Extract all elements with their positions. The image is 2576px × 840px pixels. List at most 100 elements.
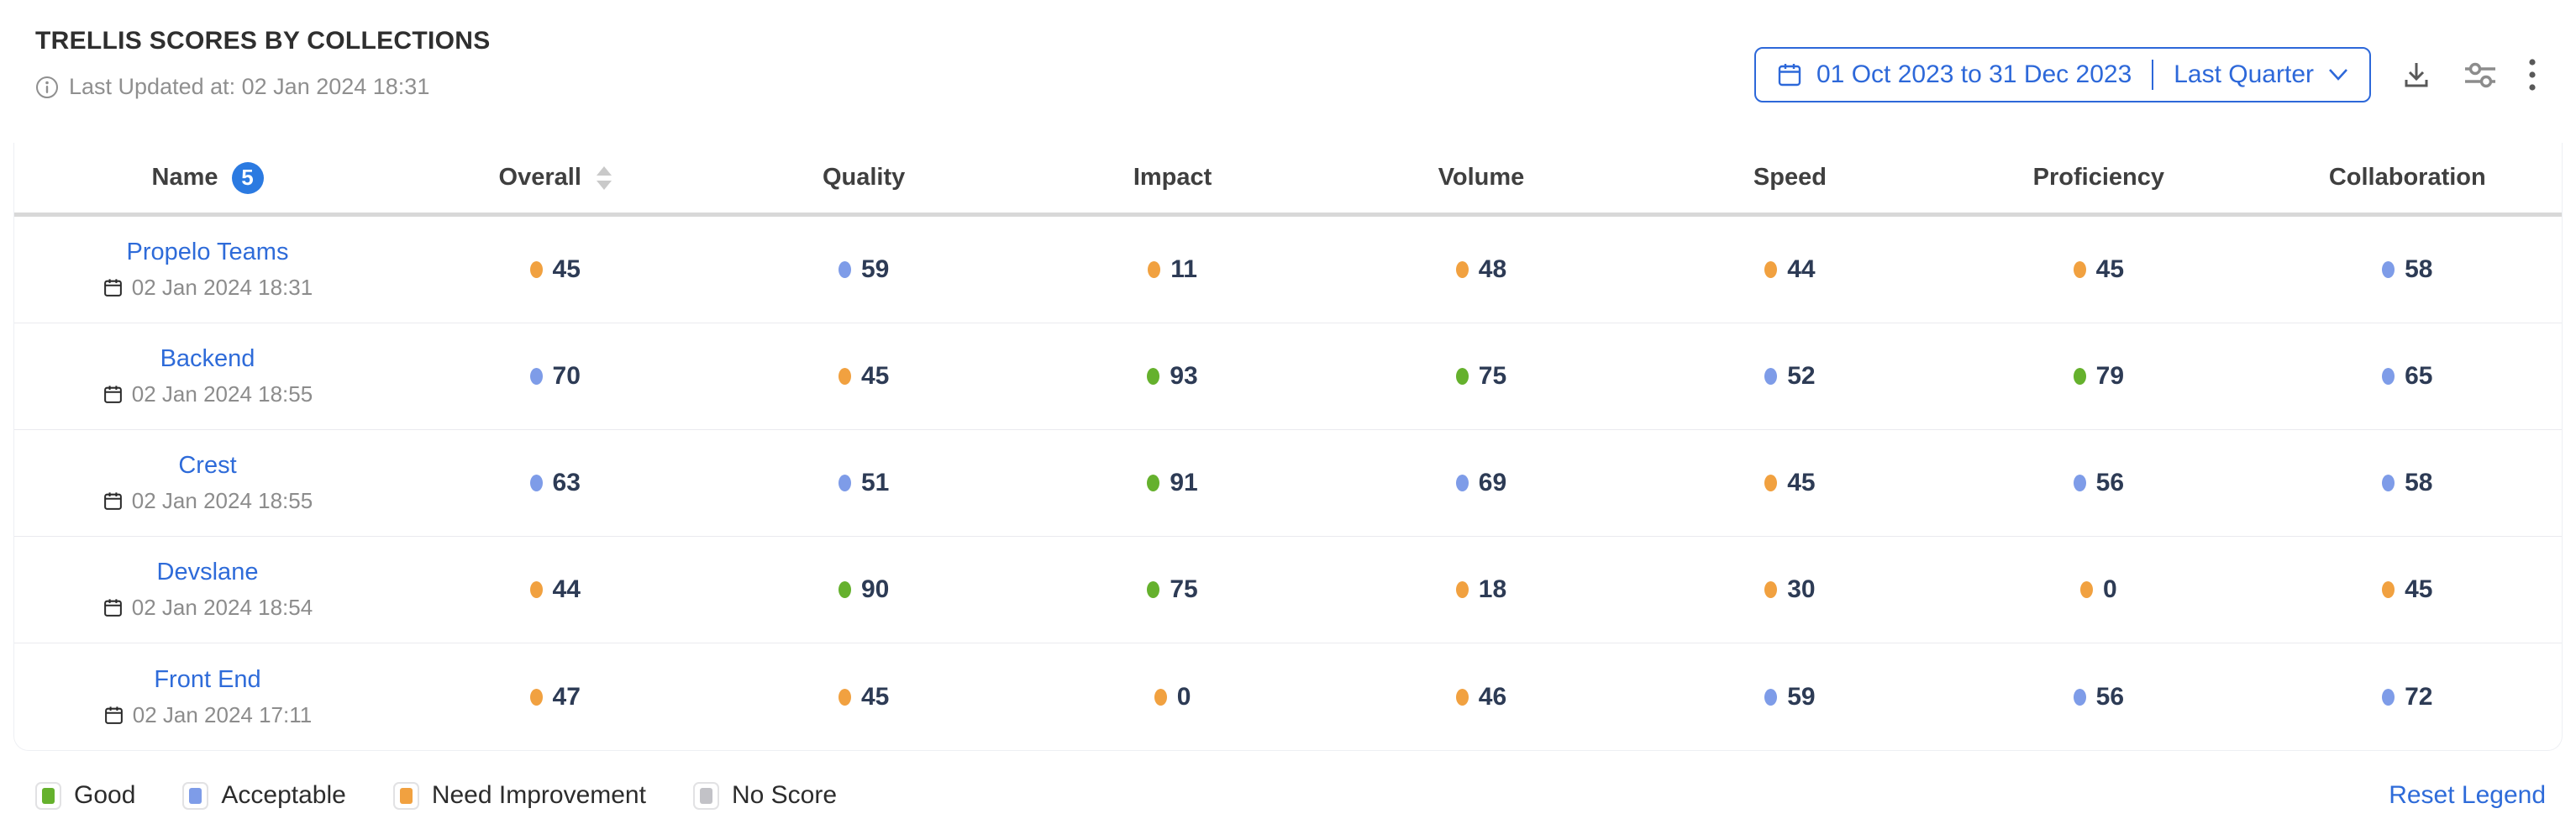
- score-dot: [2080, 581, 2093, 598]
- score-cell: 44: [1636, 217, 1944, 323]
- table-row: Devslane 02 Jan 2024 18:54 44 90 75 18 3…: [14, 537, 2562, 643]
- score-cell: 30: [1636, 537, 1944, 643]
- score-dot: [1148, 261, 1161, 278]
- score-cell: 45: [709, 643, 1017, 750]
- table-header-row: Name 5 Overall Quality Impact Volume Spe…: [14, 143, 2562, 217]
- score-cell: 0: [1018, 643, 1327, 750]
- score-dot: [2382, 368, 2395, 385]
- legend-item-good[interactable]: Good: [35, 781, 135, 810]
- score-cell: 91: [1018, 430, 1327, 536]
- score-cell: 48: [1327, 217, 1635, 323]
- legend-swatch: [392, 781, 419, 810]
- collection-link[interactable]: Propelo Teams: [126, 239, 289, 265]
- score-dot: [529, 581, 543, 598]
- legend-label: No Score: [731, 781, 838, 809]
- score-cell: 75: [1018, 537, 1327, 643]
- score-dot: [1764, 475, 1778, 491]
- score-dot: [1154, 688, 1167, 706]
- legend-item-no-score[interactable]: No Score: [692, 781, 838, 810]
- score-cell: 52: [1636, 323, 1944, 429]
- score-dot: [838, 475, 851, 491]
- legend-item-need-improvement[interactable]: Need Improvement: [392, 781, 646, 810]
- score-legend: Good Acceptable Need Improvement No Scor…: [35, 781, 2546, 810]
- score-dot: [2382, 688, 2395, 706]
- date-range-text: 01 Oct 2023 to 31 Dec 2023: [1816, 60, 2132, 88]
- score-cell: 70: [401, 323, 709, 429]
- score-cell: 45: [1636, 430, 1944, 536]
- score-dot: [2073, 261, 2086, 278]
- score-cell: 65: [2253, 323, 2562, 429]
- score-dot: [1764, 581, 1778, 598]
- score-cell: 45: [2253, 537, 2562, 643]
- date-divider: [2152, 60, 2154, 90]
- column-header-name: Name 5: [14, 161, 401, 194]
- table-row: Backend 02 Jan 2024 18:55 70 45 93 75 52…: [14, 323, 2562, 430]
- score-dot: [1147, 475, 1160, 491]
- legend-item-acceptable[interactable]: Acceptable: [182, 781, 346, 810]
- score-dot: [2073, 475, 2086, 491]
- legend-swatch: [35, 781, 61, 810]
- table-row: Propelo Teams 02 Jan 2024 18:31 45 59 11…: [14, 217, 2562, 323]
- legend-swatch: [182, 781, 209, 810]
- score-cell: 45: [401, 217, 709, 323]
- score-cell: 93: [1018, 323, 1327, 429]
- collection-link[interactable]: Devslane: [156, 559, 259, 585]
- score-cell: 63: [401, 430, 709, 536]
- score-dot: [529, 368, 543, 385]
- score-dot: [1455, 688, 1469, 706]
- score-cell: 11: [1018, 217, 1327, 323]
- date-range-picker[interactable]: 01 Oct 2023 to 31 Dec 2023 Last Quarter: [1753, 47, 2371, 102]
- widget-toolbar: 01 Oct 2023 to 31 Dec 2023 Last Quarter: [1753, 47, 2537, 102]
- score-cell: 56: [1944, 643, 2253, 750]
- reset-legend-link[interactable]: Reset Legend: [2389, 781, 2546, 809]
- score-cell: 69: [1327, 430, 1635, 536]
- score-dot: [2073, 368, 2086, 385]
- column-header-overall[interactable]: Overall: [401, 164, 709, 192]
- score-dot: [529, 688, 543, 706]
- score-dot: [838, 581, 851, 598]
- score-dot: [838, 261, 851, 278]
- collection-link[interactable]: Backend: [160, 345, 255, 372]
- score-dot: [1455, 261, 1469, 278]
- kebab-menu-icon[interactable]: [2527, 57, 2537, 92]
- column-header-volume: Volume: [1438, 164, 1525, 191]
- collection-link[interactable]: Front End: [154, 665, 261, 693]
- date-preset-text: Last Quarter: [2174, 60, 2314, 88]
- scores-table: Name 5 Overall Quality Impact Volume Spe…: [13, 143, 2563, 751]
- score-dot: [838, 688, 851, 706]
- legend-label: Good: [74, 781, 136, 809]
- score-cell: 45: [1944, 217, 2253, 323]
- filter-settings-icon[interactable]: [2462, 58, 2499, 92]
- row-updated: 02 Jan 2024 18:54: [103, 595, 313, 621]
- legend-swatch: [692, 781, 719, 810]
- score-cell: 47: [401, 643, 709, 750]
- column-header-impact: Impact: [1133, 164, 1212, 191]
- score-dot: [1455, 368, 1469, 385]
- page-title: TRELLIS SCORES BY COLLECTIONS: [35, 27, 491, 55]
- download-icon[interactable]: [2400, 58, 2433, 92]
- score-dot: [1764, 368, 1778, 385]
- collection-link[interactable]: Crest: [178, 452, 237, 479]
- score-cell: 51: [709, 430, 1017, 536]
- score-cell: 59: [1636, 643, 1944, 750]
- score-cell: 90: [709, 537, 1017, 643]
- score-cell: 58: [2253, 217, 2562, 323]
- column-header-proficiency: Proficiency: [2032, 164, 2165, 191]
- score-dot: [1764, 688, 1778, 706]
- row-updated: 02 Jan 2024 18:55: [103, 488, 313, 514]
- name-header-label: Name: [151, 164, 218, 191]
- sort-icon[interactable]: [596, 165, 612, 190]
- calendar-icon: [1776, 61, 1803, 88]
- column-header-speed: Speed: [1753, 164, 1827, 191]
- last-updated-text: Last Updated at: 02 Jan 2024 18:31: [69, 74, 430, 99]
- table-row: Crest 02 Jan 2024 18:55 63 51 91 69 45 5…: [14, 430, 2562, 537]
- table-row: Front End 02 Jan 2024 17:11 47 45 0 46 5…: [14, 643, 2562, 750]
- score-cell: 75: [1327, 323, 1635, 429]
- score-dot: [1455, 475, 1469, 491]
- score-cell: 58: [2253, 430, 2562, 536]
- score-cell: 44: [401, 537, 709, 643]
- collection-count-badge: 5: [231, 161, 264, 194]
- chevron-down-icon: [2327, 67, 2349, 82]
- row-updated: 02 Jan 2024 18:31: [103, 275, 313, 301]
